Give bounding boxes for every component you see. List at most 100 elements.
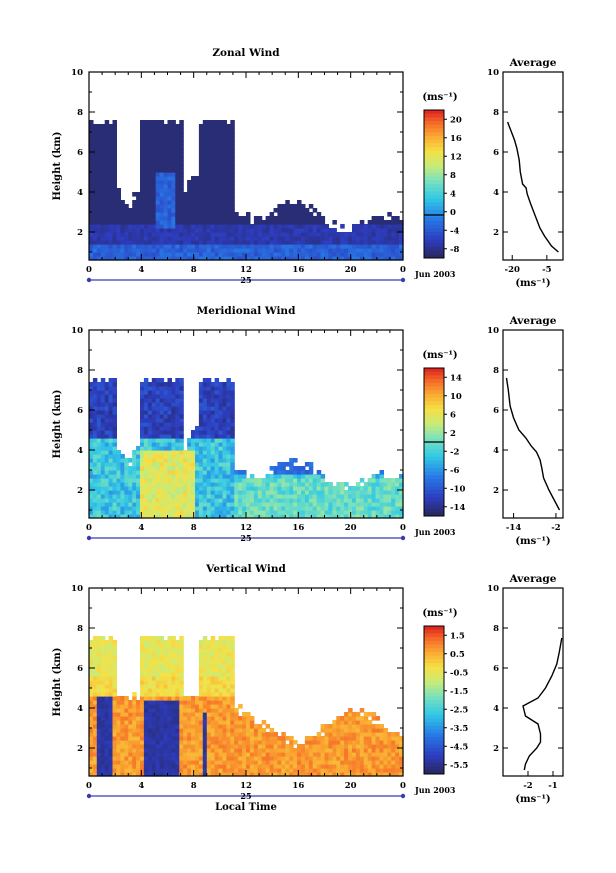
colorbar-segment <box>424 217 444 222</box>
heatmap-cell <box>336 772 341 777</box>
heatmap-cell <box>183 716 188 721</box>
heatmap-cell <box>379 248 384 253</box>
heatmap-cell <box>140 668 145 673</box>
heatmap-cell <box>202 438 208 443</box>
heatmap-cell <box>202 418 208 423</box>
heatmap-cell <box>143 410 149 415</box>
heatmap-cell <box>218 764 223 769</box>
heatmap-cell <box>238 494 243 499</box>
heatmap-cell <box>140 680 145 685</box>
heatmap-cell <box>96 148 102 153</box>
heatmap-cell <box>183 216 188 221</box>
heatmap-cell <box>89 224 94 229</box>
heatmap-cell <box>332 728 337 733</box>
heatmap-cell <box>183 724 188 729</box>
heatmap-cell <box>151 208 157 213</box>
heatmap-cell <box>210 736 216 741</box>
heatmap-cell <box>104 410 110 415</box>
heatmap-cell <box>242 764 247 769</box>
heatmap-cell <box>371 244 377 249</box>
heatmap-cell <box>242 724 247 729</box>
heatmap-cell <box>92 152 98 157</box>
heatmap-cell <box>163 498 169 503</box>
heatmap-cell <box>391 256 396 261</box>
heatmap-cell <box>187 466 192 471</box>
heatmap-cell <box>277 224 282 229</box>
colorbar-tick-label: 6 <box>450 410 456 420</box>
heatmap-cell <box>222 390 227 395</box>
heatmap-cell <box>222 748 227 753</box>
heatmap-cell <box>293 764 298 769</box>
heatmap-cell <box>261 752 267 757</box>
heatmap-cell <box>195 188 200 193</box>
heatmap-cell <box>399 494 404 499</box>
heatmap-cell <box>379 482 384 487</box>
heatmap-cell <box>112 712 117 717</box>
heatmap-cell <box>230 192 235 197</box>
heatmap-cell <box>379 506 384 511</box>
heatmap-cell <box>352 490 357 495</box>
heatmap-cell <box>387 244 392 249</box>
heatmap-cell <box>116 490 121 495</box>
heatmap-cell <box>210 688 216 693</box>
heatmap-cell <box>316 474 322 479</box>
heatmap-cell <box>391 236 396 241</box>
heatmap-cell <box>395 232 400 237</box>
heatmap-cell <box>128 490 133 495</box>
heatmap-cell <box>143 454 149 459</box>
heatmap-cell <box>191 720 196 725</box>
heatmap-cell <box>352 486 357 491</box>
heatmap-cell <box>147 168 153 173</box>
heatmap-cell <box>269 748 275 753</box>
heatmap-cell <box>108 128 114 133</box>
heatmap-cell <box>163 398 169 403</box>
heatmap-cell <box>222 128 227 133</box>
heatmap-cell <box>226 244 231 249</box>
heatmap-cell <box>104 486 110 491</box>
heatmap-cell <box>230 740 235 745</box>
heatmap-cell <box>116 514 121 519</box>
heatmap-cell <box>301 208 306 213</box>
heatmap-cell <box>206 406 212 411</box>
heatmap-cell <box>324 744 329 749</box>
heatmap-cell <box>257 498 263 503</box>
heatmap-cell <box>308 744 314 749</box>
heatmap-cell <box>202 498 208 503</box>
heatmap-cell <box>269 502 275 507</box>
heatmap-cell <box>226 442 231 447</box>
heatmap-cell <box>96 398 102 403</box>
heatmap-cell <box>206 490 212 495</box>
heatmap-cell <box>143 442 149 447</box>
colorbar-segment <box>424 202 444 207</box>
heatmap-cell <box>171 406 176 411</box>
heatmap-cell <box>183 748 188 753</box>
heatmap-cell <box>383 494 388 499</box>
heatmap-cell <box>218 498 223 503</box>
heatmap-cell <box>210 228 216 233</box>
heatmap-cell <box>167 232 172 237</box>
heatmap-cell <box>167 700 172 705</box>
heatmap-cell <box>183 450 188 455</box>
heatmap-cell <box>230 152 235 157</box>
heatmap-cell <box>120 494 125 499</box>
heatmap-cell <box>352 232 357 237</box>
heatmap-cell <box>281 752 286 757</box>
heatmap-cell <box>336 736 341 741</box>
heatmap-cell <box>92 768 98 773</box>
profile-y-tick-label: 6 <box>493 148 499 158</box>
heatmap-cell <box>89 244 94 249</box>
heatmap-cell <box>214 446 220 451</box>
heatmap-cell <box>155 378 161 383</box>
heatmap-cell <box>92 184 98 189</box>
heatmap-cell <box>147 124 153 129</box>
heatmap-cell <box>206 684 212 689</box>
heatmap-cell <box>175 136 180 141</box>
heatmap-cell <box>222 406 227 411</box>
heatmap-cell <box>230 128 235 133</box>
heatmap-cell <box>395 256 400 261</box>
heatmap-cell <box>155 712 161 717</box>
heatmap-cell <box>128 224 133 229</box>
heatmap-cell <box>136 724 141 729</box>
heatmap-cell <box>112 688 117 693</box>
heatmap-cell <box>151 736 157 741</box>
